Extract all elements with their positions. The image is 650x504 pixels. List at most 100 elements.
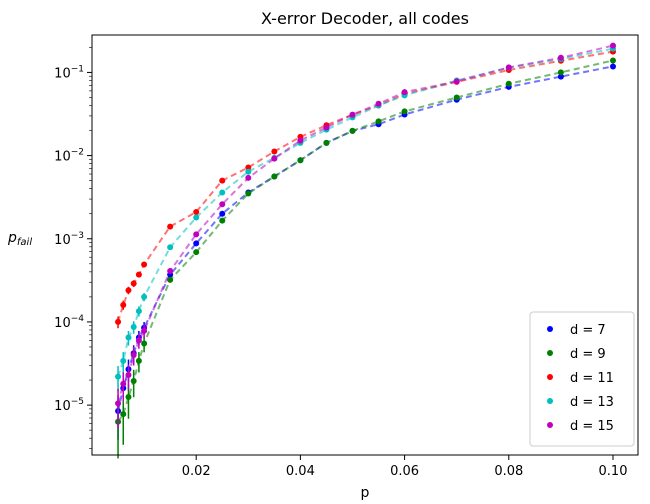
series-3 <box>115 48 616 329</box>
series-5 <box>115 42 616 428</box>
data-point <box>557 73 564 80</box>
series-line <box>117 50 614 323</box>
data-point <box>125 334 132 341</box>
data-point <box>135 337 142 344</box>
data-point <box>557 69 564 76</box>
data-point <box>453 94 460 101</box>
data-point <box>219 210 226 217</box>
legend-marker <box>547 422 553 428</box>
y-tick-label: 10−5 <box>54 397 84 414</box>
data-point <box>130 352 137 359</box>
data-point <box>453 78 460 85</box>
series-2 <box>115 57 616 459</box>
chart-title: X-error Decoder, all codes <box>261 9 469 28</box>
data-point <box>297 157 304 164</box>
data-point <box>609 63 616 70</box>
data-point <box>115 373 122 380</box>
data-point <box>349 127 356 134</box>
legend-box <box>529 311 635 447</box>
data-point <box>505 64 512 71</box>
plot-frame <box>91 34 639 456</box>
data-point <box>120 357 127 364</box>
y-tick-label: 10−3 <box>54 231 84 248</box>
x-axis-label: p <box>361 485 370 501</box>
x-tick-label: 0.06 <box>390 464 419 479</box>
legend-label: d = 9 <box>570 347 606 362</box>
data-point <box>141 340 148 347</box>
y-tick-label: 10−4 <box>54 314 84 331</box>
data-point <box>219 189 226 196</box>
data-point <box>375 100 382 107</box>
x-tick-label: 0.04 <box>286 464 315 479</box>
data-point <box>135 357 142 364</box>
legend-label: d = 15 <box>570 419 614 434</box>
data-point <box>271 148 278 155</box>
legend-marker <box>547 326 553 332</box>
data-point <box>135 271 142 278</box>
data-point <box>120 380 127 387</box>
y-axis-label: pfail <box>7 230 32 248</box>
data-point <box>245 174 252 181</box>
data-point <box>167 276 174 283</box>
series-layer <box>115 42 616 459</box>
x-tick-label: 0.02 <box>182 464 211 479</box>
x-axis: 0.02 0.04 0.06 0.08 0.10 <box>182 455 628 479</box>
data-point <box>130 280 137 287</box>
y-axis-label-sub: fail <box>17 237 32 248</box>
data-point <box>193 214 200 221</box>
data-point <box>193 240 200 247</box>
data-point <box>297 137 304 144</box>
data-point <box>125 394 132 401</box>
data-point <box>609 57 616 64</box>
data-point <box>557 54 564 61</box>
data-point <box>167 267 174 274</box>
data-point <box>120 301 127 308</box>
data-point <box>375 118 382 125</box>
data-point <box>219 217 226 224</box>
data-point <box>130 377 137 384</box>
data-point <box>323 124 330 131</box>
legend-marker <box>547 374 553 380</box>
legend-label: d = 11 <box>570 371 614 386</box>
data-point <box>219 201 226 208</box>
legend-marker <box>547 398 553 404</box>
data-point <box>193 231 200 238</box>
data-point <box>115 318 122 325</box>
y-axis-label-main: p <box>7 230 17 246</box>
data-point <box>245 164 252 171</box>
data-point <box>130 323 137 330</box>
series-line <box>117 59 614 423</box>
data-point <box>115 400 122 407</box>
data-point <box>401 108 408 115</box>
data-point <box>401 89 408 96</box>
data-point <box>141 261 148 268</box>
data-point <box>219 177 226 184</box>
data-point <box>193 249 200 256</box>
data-point <box>135 308 142 315</box>
data-point <box>505 80 512 87</box>
data-point <box>125 372 132 379</box>
data-point <box>245 168 252 175</box>
legend-label: d = 7 <box>570 323 606 338</box>
legend-marker <box>547 350 553 356</box>
x-tick-label: 0.08 <box>494 464 523 479</box>
data-point <box>141 327 148 334</box>
x-tick-label: 0.10 <box>599 464 628 479</box>
data-point <box>323 139 330 146</box>
data-point <box>609 42 616 49</box>
data-point <box>120 411 127 418</box>
data-point <box>167 223 174 230</box>
data-point <box>349 111 356 118</box>
data-point <box>193 208 200 215</box>
y-axis: 10−5 10−4 10−3 10−2 10−1 <box>54 47 92 449</box>
data-point <box>167 244 174 251</box>
data-point <box>271 173 278 180</box>
data-point <box>271 155 278 162</box>
data-point <box>245 190 252 197</box>
data-point <box>125 287 132 294</box>
legend: d = 7 d = 9 d = 11 d = 13 d = 15 <box>529 311 635 447</box>
data-point <box>141 293 148 300</box>
legend-label: d = 13 <box>570 395 614 410</box>
y-tick-label: 10−2 <box>54 148 84 165</box>
